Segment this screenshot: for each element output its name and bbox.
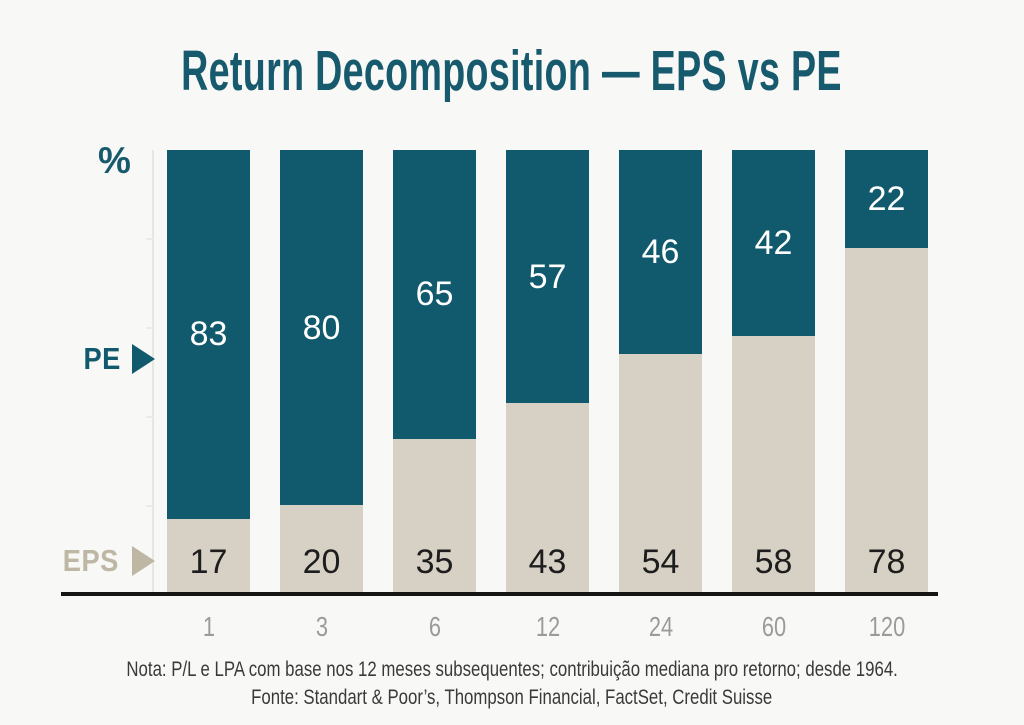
pe-series-label-text: PE bbox=[83, 341, 121, 376]
pe-series-label: PE bbox=[0, 341, 155, 376]
eps-series-label-text: EPS bbox=[63, 543, 120, 578]
y-axis-unit-label: % bbox=[98, 140, 131, 181]
pe-value-label: 83 bbox=[189, 315, 228, 354]
eps-segment: 43 bbox=[506, 403, 589, 594]
eps-value-label: 20 bbox=[302, 543, 341, 581]
bar-stack-120: 22 78 120 bbox=[845, 150, 928, 642]
eps-value-label: 54 bbox=[641, 543, 680, 581]
eps-value-label: 78 bbox=[867, 543, 906, 581]
pe-value-label: 80 bbox=[302, 308, 341, 347]
bar-stack-6: 65 35 6 bbox=[393, 150, 476, 642]
x-tick-label: 24 bbox=[648, 611, 673, 642]
eps-series-label: EPS bbox=[0, 543, 155, 578]
eps-value-label: 35 bbox=[415, 543, 454, 581]
pe-value-label: 42 bbox=[754, 224, 793, 263]
bar-stack-3: 80 20 3 bbox=[280, 150, 363, 642]
bar-stack-12: 57 43 12 bbox=[506, 150, 589, 642]
footer-source-row: Fonte: Standart & Poor’s, Thompson Finan… bbox=[0, 686, 1024, 710]
x-tick-label: 6 bbox=[428, 611, 441, 642]
pe-value-label: 65 bbox=[415, 275, 454, 314]
x-tick-label: 12 bbox=[535, 611, 560, 642]
pe-segment: 22 bbox=[845, 150, 928, 248]
x-tick-label: 120 bbox=[868, 611, 905, 642]
eps-value-label: 58 bbox=[754, 543, 793, 581]
title-row: Return Decomposition — EPS vs PE bbox=[0, 38, 1024, 104]
pe-segment: 80 bbox=[280, 150, 363, 506]
eps-value-label: 17 bbox=[189, 543, 228, 581]
footer-note: Nota: P/L e LPA com base nos 12 meses su… bbox=[126, 658, 898, 681]
eps-segment: 54 bbox=[619, 354, 702, 594]
eps-segment: 78 bbox=[845, 247, 928, 594]
y-axis-tick bbox=[146, 327, 154, 329]
eps-arrow-icon bbox=[132, 546, 155, 576]
bar-stack-60: 42 58 60 bbox=[732, 150, 815, 642]
pe-value-label: 46 bbox=[641, 233, 680, 272]
bar-stack-1: 83 17 1 bbox=[167, 150, 250, 642]
pe-value-label: 57 bbox=[528, 257, 567, 296]
eps-segment: 58 bbox=[732, 336, 815, 594]
eps-segment: 17 bbox=[167, 518, 250, 594]
y-axis-tick bbox=[146, 416, 154, 418]
x-tick-label: 1 bbox=[202, 611, 215, 642]
eps-segment: 20 bbox=[280, 505, 363, 594]
eps-segment: 35 bbox=[393, 438, 476, 594]
footer-source: Fonte: Standart & Poor’s, Thompson Finan… bbox=[251, 686, 773, 709]
pe-segment: 42 bbox=[732, 150, 815, 337]
footer-note-row: Nota: P/L e LPA com base nos 12 meses su… bbox=[0, 658, 1024, 682]
x-tick-label: 3 bbox=[315, 611, 328, 642]
chart-title: Return Decomposition — EPS vs PE bbox=[181, 39, 843, 103]
pe-segment: 83 bbox=[167, 150, 250, 519]
x-tick-label: 60 bbox=[761, 611, 786, 642]
eps-value-label: 43 bbox=[528, 543, 567, 581]
bar-stack-24: 46 54 24 bbox=[619, 150, 702, 642]
pe-segment: 46 bbox=[619, 150, 702, 355]
pe-arrow-icon bbox=[132, 344, 155, 374]
x-axis-line bbox=[61, 592, 938, 596]
pe-segment: 65 bbox=[393, 150, 476, 439]
pe-segment: 57 bbox=[506, 150, 589, 404]
y-axis-tick bbox=[146, 238, 154, 240]
pe-value-label: 22 bbox=[867, 179, 906, 218]
y-axis-tick bbox=[146, 505, 154, 507]
